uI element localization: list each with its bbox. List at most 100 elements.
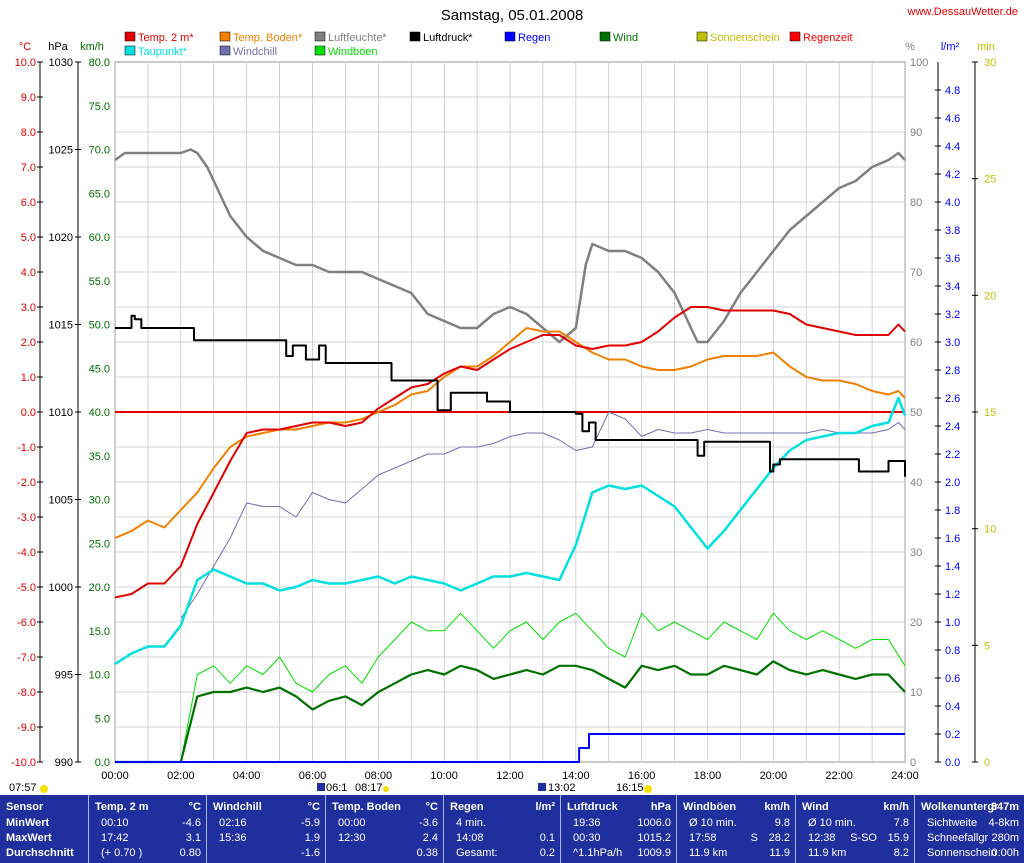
axis-tick-rain: 1.6 (945, 533, 960, 545)
stats-cell-value: 4-8km (988, 817, 1019, 829)
x-tick-label: 24:00 (891, 770, 919, 782)
stats-cell-value: -5.9 (301, 817, 320, 829)
axis-tick-wind: 5.0 (95, 713, 110, 725)
axis-tick-wind: 25.0 (89, 538, 110, 550)
axis-tick-sun: 25 (984, 174, 996, 186)
stats-cell-label: 17:42 (101, 832, 129, 844)
axis-tick-wind: 45.0 (89, 363, 110, 375)
axis-tick-wind: 15.0 (89, 626, 110, 638)
stats-cell-label: 17:58 (689, 832, 717, 844)
stats-cell-label: Sichtweite (927, 817, 978, 829)
stats-cell-value: 0.2 (539, 847, 555, 859)
stats-cell-value: 15.9 (887, 832, 909, 844)
axis-tick-rain: 2.4 (945, 421, 960, 433)
sunrise-time: 07:57 (9, 782, 37, 794)
legend-label: Luftdruck* (423, 32, 473, 44)
axis-tick-rain: 4.0 (945, 197, 960, 209)
axis-tick-wind: 0.0 (95, 757, 110, 769)
axis-tick-sun: 30 (984, 57, 996, 69)
sunset-time: 16:15 (616, 782, 644, 794)
axis-tick-temp: 4.0 (21, 267, 36, 279)
axis-tick-humidity: 20 (910, 617, 922, 629)
stats-cell-value: -3.6 (419, 817, 438, 829)
stats-cell-label: Sonnenschein (927, 847, 997, 859)
legend-label: Windböen (328, 46, 378, 58)
stats-table: Sensor MinWert MaxWert Durchschnitt Temp. 2 … (0, 795, 1024, 863)
axis-tick-humidity: 30 (910, 547, 922, 559)
series-line (115, 733, 905, 763)
legend-label: Regen (518, 32, 550, 44)
stats-section-unit: l/m² (535, 801, 555, 813)
axis-tick-humidity: 100 (910, 57, 928, 69)
stats-cell-dir: S (750, 832, 758, 844)
stats-cell-value: 280m (991, 832, 1019, 844)
stats-section-unit: 347m (990, 801, 1019, 813)
stats-cell-label: Ø 10 min. (808, 817, 856, 829)
axis-tick-rain: 4.4 (945, 141, 960, 153)
axis-tick-wind: 20.0 (89, 582, 110, 594)
stats-cell-value: 1006.0 (637, 817, 671, 829)
stats-section: Sensor MinWert MaxWert Durchschnitt (0, 795, 88, 863)
axis-tick-temp: 6.0 (21, 197, 36, 209)
x-tick-label: 18:00 (694, 770, 722, 782)
axis-tick-humidity: 90 (910, 127, 922, 139)
stats-cell-label: 00:30 (573, 832, 601, 844)
axis-tick-rain: 0.4 (945, 701, 960, 713)
axis-tick-wind: 80.0 (89, 57, 110, 69)
stats-cell-label: 11.9 km (689, 847, 728, 859)
axis-tick-temp: -1.0 (17, 442, 36, 454)
axis-tick-sun: 20 (984, 290, 996, 302)
stats-cell-value: 9.8 (774, 817, 790, 829)
axis-tick-rain: 0.8 (945, 645, 960, 657)
moonrise-time: 06:1 (326, 782, 347, 794)
legend-label: Windchill (233, 46, 277, 58)
axis-tick-temp: 3.0 (21, 302, 36, 314)
stats-section: Windböen km/h Ø 10 min. 9.8 17:58 S 28.2 11.9 k… (676, 795, 796, 863)
moonset-icon (538, 783, 546, 791)
site-link[interactable]: www.DessauWetter.de (907, 6, 1018, 18)
axis-tick-pressure: 1010 (49, 407, 73, 419)
series-layer (114, 148, 907, 764)
axis-tick-temp: -7.0 (17, 652, 36, 664)
stats-cell-value: 0.1 (539, 832, 555, 844)
stats-cell-value: 0:00h (991, 847, 1019, 859)
x-tick-label: 16:00 (628, 770, 656, 782)
stats-section-title: Regen (450, 801, 484, 813)
axis-tick-temp: -2.0 (17, 477, 36, 489)
axis-tick-temp: 0.0 (21, 407, 36, 419)
stats-section: Windchill °C 02:16 -5.9 15:36 1.9 -1.6 (206, 795, 326, 863)
axis-tick-rain: 1.8 (945, 505, 960, 517)
stats-section-title: Windchill (213, 801, 262, 813)
stats-section-unit: km/h (764, 801, 790, 813)
stats-cell-value: 8.2 (893, 847, 909, 859)
series-line (114, 327, 906, 539)
sun-time-bar: 07:57 16:15 06:1 08:17 13:02 (9, 782, 652, 794)
axis-tick-temp: 9.0 (21, 92, 36, 104)
stats-cell-label: Schneefallgr (927, 832, 989, 844)
series-line (115, 660, 906, 764)
axis-tick-pressure: 1015 (49, 320, 73, 332)
axis-tick-wind: 30.0 (89, 495, 110, 507)
x-tick-label: 14:00 (562, 770, 590, 782)
axis-tick-temp: -8.0 (17, 687, 36, 699)
axis-tick-rain: 2.6 (945, 393, 960, 405)
axis-tick-pressure: 1000 (49, 582, 73, 594)
legend-swatch (789, 31, 801, 42)
axis-tick-rain: 3.0 (945, 337, 960, 349)
axis-tick-temp: -4.0 (17, 547, 36, 559)
stats-cell-label: MaxWert (6, 832, 52, 844)
legend-swatch (599, 31, 611, 42)
axis-unit-wind: km/h (80, 41, 104, 53)
axis-tick-temp: 10.0 (15, 57, 36, 69)
weather-chart: Samstag, 05.01.2008 www.DessauWetter.de … (9, 6, 1018, 794)
sunset-icon (644, 785, 652, 793)
axis-tick-rain: 2.0 (945, 477, 960, 489)
x-tick-label: 08:00 (365, 770, 393, 782)
axis-tick-pressure: 1025 (49, 145, 73, 157)
stats-cell-label: ^1.1hPa/h (573, 847, 623, 859)
stats-section-title: Sensor (6, 801, 44, 813)
x-tick-label: 22:00 (825, 770, 853, 782)
axis-tick-rain: 2.8 (945, 365, 960, 377)
axis-tick-humidity: 50 (910, 407, 922, 419)
axis-unit-labels: °C hPa km/h% l/m² min (19, 41, 995, 53)
